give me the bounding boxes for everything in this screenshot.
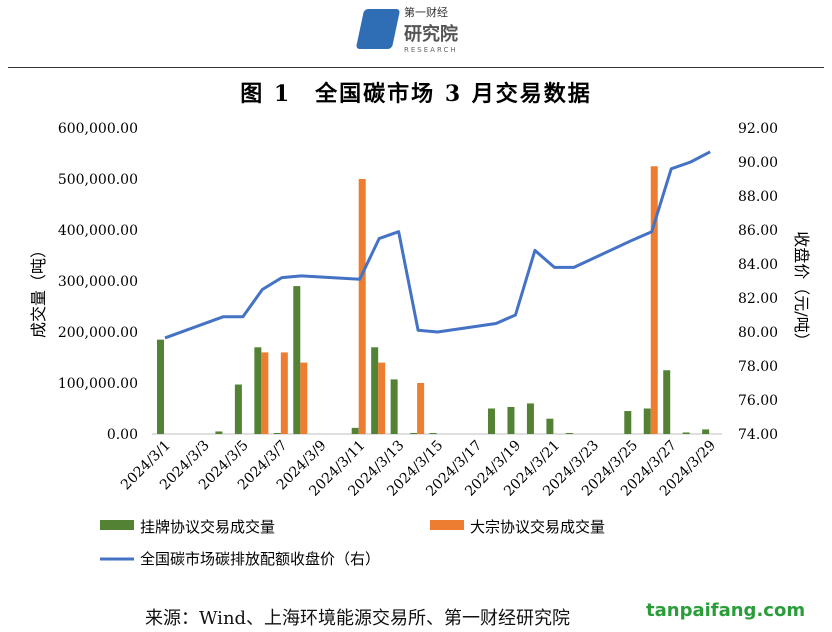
y-tick-label: 400,000.00 xyxy=(58,223,138,239)
bar-listed xyxy=(624,411,632,434)
y2-tick-label: 90.00 xyxy=(738,155,778,171)
legend-swatch-bulk xyxy=(430,520,464,530)
y2-tick-label: 84.00 xyxy=(738,257,778,273)
bar-listed xyxy=(157,339,164,434)
bar-listed xyxy=(487,408,495,434)
y-tick-label: 300,000.00 xyxy=(58,274,138,290)
bar-listed xyxy=(565,432,573,434)
legend-label-listed: 挂牌协议交易成交量 xyxy=(140,518,275,536)
y2-tick-label: 86.00 xyxy=(738,223,778,239)
y2-tick-label: 76.00 xyxy=(738,393,778,409)
bar-bulk xyxy=(300,362,308,434)
bar-bulk xyxy=(358,179,366,434)
bar-listed xyxy=(410,432,418,434)
legend-label-bulk: 大宗协议交易成交量 xyxy=(470,518,605,536)
bar-listed xyxy=(293,286,301,434)
bar-listed xyxy=(663,370,671,434)
bar-listed xyxy=(643,408,651,434)
bar-listed xyxy=(702,429,710,434)
bar-listed xyxy=(371,347,379,434)
y2-tick-label: 82.00 xyxy=(738,291,778,307)
y2-axis-label: 收盘价（元/吨） xyxy=(792,231,811,348)
legend-swatch-listed xyxy=(100,520,134,530)
bar-listed xyxy=(215,431,223,434)
line-price xyxy=(164,150,711,340)
bar-listed xyxy=(254,347,262,434)
bar-bulk xyxy=(280,352,288,434)
logo-big: 研究院 xyxy=(404,24,458,45)
y2-tick-label: 80.00 xyxy=(738,325,778,341)
bar-listed xyxy=(546,418,554,434)
bar-bulk xyxy=(417,383,425,434)
y2-tick-label: 74.00 xyxy=(738,427,778,443)
bar-listed xyxy=(351,427,359,434)
y-axis-label: 成交量（吨） xyxy=(29,242,48,338)
y-tick-label: 200,000.00 xyxy=(58,325,138,341)
logo-cn: 第一财经 xyxy=(404,6,448,19)
bar-bulk xyxy=(650,166,658,434)
y-tick-label: 500,000.00 xyxy=(58,172,138,188)
watermark: tanpaifang.com xyxy=(640,598,812,623)
bar-listed xyxy=(429,432,437,434)
bar-bulk xyxy=(378,362,386,434)
y2-tick-label: 78.00 xyxy=(738,359,778,375)
logo-en: RESEARCH xyxy=(404,46,458,54)
logo: 第一财经研究院 RESEARCH xyxy=(355,4,458,54)
bar-listed xyxy=(234,384,242,434)
y2-tick-label: 88.00 xyxy=(738,189,778,205)
source-note: 来源：Wind、上海环境能源交易所、第一财经研究院 xyxy=(145,608,571,629)
y-tick-label: 100,000.00 xyxy=(58,376,138,392)
bar-listed xyxy=(273,432,281,434)
bar-listed xyxy=(682,432,690,434)
y-tick-label: 600,000.00 xyxy=(58,121,138,137)
bar-bulk xyxy=(261,352,269,434)
y-tick-label: 0.00 xyxy=(107,427,138,443)
bar-listed xyxy=(390,379,398,434)
chart-title: 图 1 全国碳市场 3 月交易数据 xyxy=(240,81,592,107)
divider xyxy=(8,67,824,68)
y2-tick-label: 92.00 xyxy=(738,121,778,137)
bar-listed xyxy=(507,406,515,434)
legend-label-price: 全国碳市场碳排放配额收盘价（右） xyxy=(140,550,380,568)
bar-listed xyxy=(526,403,534,434)
